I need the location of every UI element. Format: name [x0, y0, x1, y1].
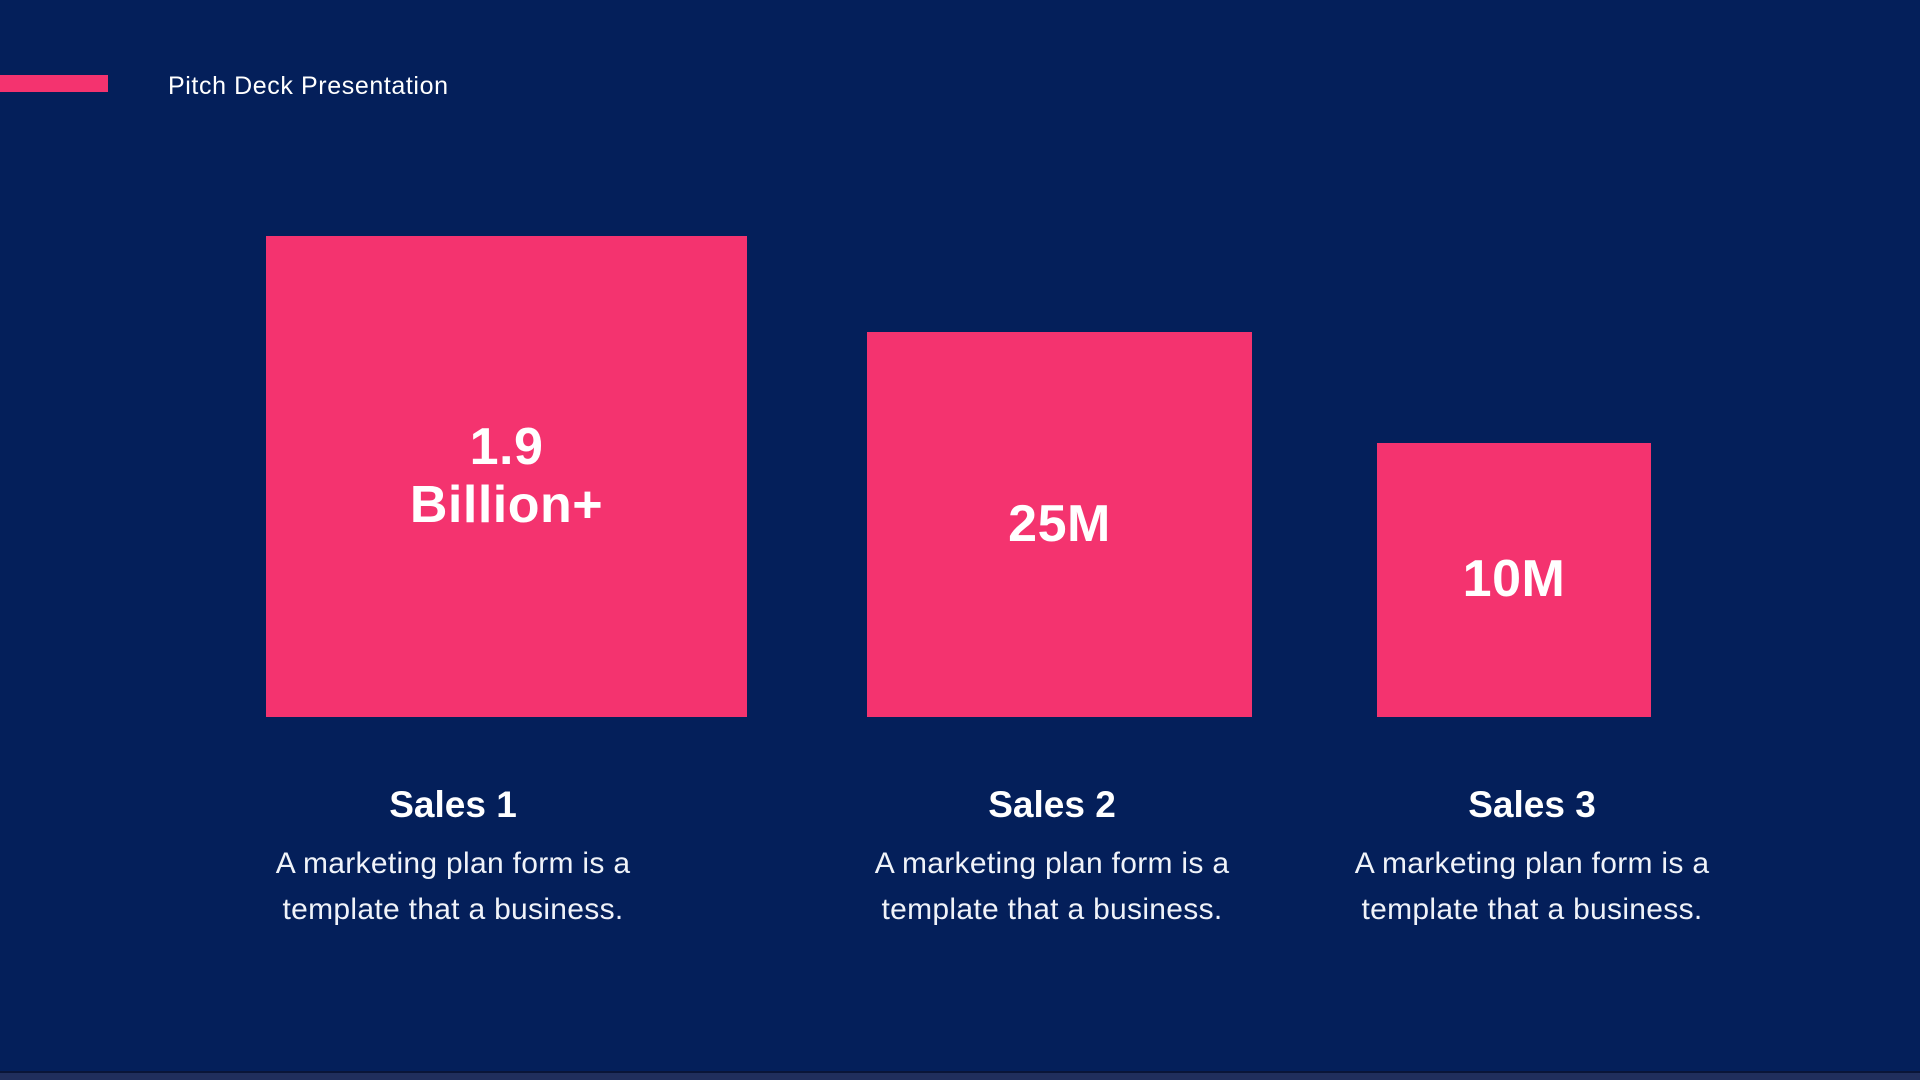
bottom-edge-strip [0, 1071, 1920, 1080]
stat-value-sales-2: 25M [1008, 494, 1111, 553]
stat-caption-sales-3: Sales 3 A marketing plan form is a templ… [1302, 783, 1762, 933]
stat-value-sales-1: 1.9 Billion+ [409, 418, 604, 534]
stat-square-sales-3: 10M [1377, 443, 1651, 717]
slide-title: Pitch Deck Presentation [168, 72, 449, 100]
stat-description-sales-1: A marketing plan form is a template that… [275, 847, 631, 926]
stat-caption-sales-2: Sales 2 A marketing plan form is a templ… [822, 783, 1282, 933]
stat-value-sales-3: 10M [1462, 550, 1566, 609]
stat-square-sales-2: 25M [867, 332, 1252, 717]
stat-description-sales-3: A marketing plan form is a template that… [1354, 847, 1710, 926]
stat-description-sales-2: A marketing plan form is a template that… [874, 847, 1230, 926]
accent-bar [0, 75, 108, 92]
stat-caption-sales-1: Sales 1 A marketing plan form is a templ… [223, 783, 683, 933]
stat-square-sales-1: 1.9 Billion+ [266, 236, 747, 717]
stat-label-sales-2: Sales 2 [988, 784, 1116, 825]
stat-label-sales-1: Sales 1 [389, 784, 517, 825]
stat-label-sales-3: Sales 3 [1468, 784, 1596, 825]
